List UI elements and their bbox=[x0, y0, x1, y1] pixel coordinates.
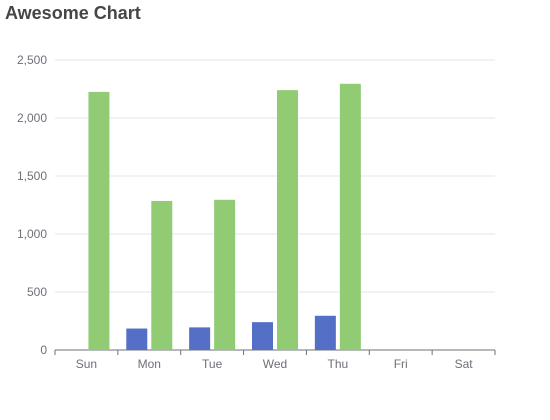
x-tick-label: Thu bbox=[328, 357, 349, 371]
y-tick-label: 1,500 bbox=[17, 169, 47, 183]
y-tick-label: 500 bbox=[27, 285, 47, 299]
bar bbox=[88, 91, 110, 351]
y-tick-label: 1,000 bbox=[17, 227, 47, 241]
y-tick-label: 2,500 bbox=[17, 53, 47, 67]
x-tick-label: Wed bbox=[263, 357, 287, 371]
y-tick-label: 0 bbox=[40, 343, 47, 357]
chart-title: Awesome Chart bbox=[5, 3, 141, 23]
bar bbox=[189, 327, 211, 350]
bar bbox=[252, 322, 273, 350]
bar bbox=[277, 90, 298, 350]
x-tick-label: Mon bbox=[138, 357, 161, 371]
x-tick-label: Fri bbox=[394, 357, 408, 371]
x-tick-label: Tue bbox=[202, 357, 223, 371]
y-tick-label: 2,000 bbox=[17, 111, 47, 125]
bar bbox=[314, 315, 336, 350]
bar bbox=[339, 83, 361, 350]
x-tick-label: Sun bbox=[76, 357, 97, 371]
bar bbox=[151, 200, 173, 350]
bar bbox=[214, 199, 236, 350]
bar bbox=[126, 328, 148, 350]
x-tick-label: Sat bbox=[455, 357, 474, 371]
